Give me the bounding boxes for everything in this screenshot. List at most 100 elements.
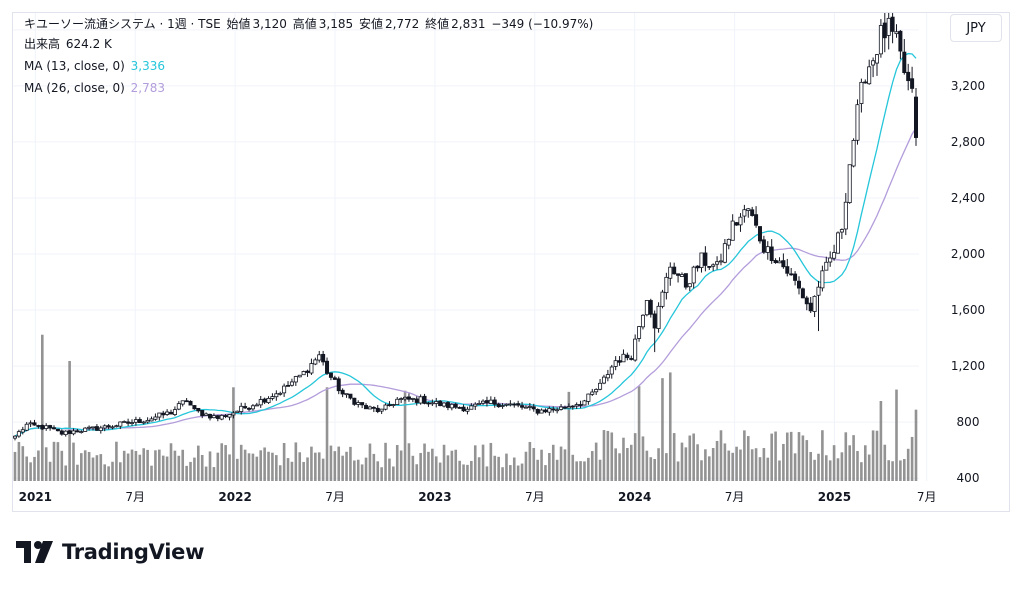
- volume-bar: [633, 433, 637, 481]
- price-tick-label: 2,000: [951, 247, 985, 261]
- volume-bar: [317, 452, 321, 481]
- candle: [781, 253, 786, 269]
- volume-bar: [563, 449, 567, 481]
- candle: [149, 416, 154, 422]
- ma13-line: [14, 52, 917, 437]
- candle: [769, 239, 774, 264]
- volume-bar: [906, 448, 910, 481]
- volume-bar: [200, 454, 204, 481]
- legend-ohlc: キユーソー流通システム · 1週 · TSE 始値 3,120 高値 3,185 安…: [24, 16, 595, 32]
- candle: [442, 402, 447, 408]
- candle: [648, 298, 653, 318]
- candle: [461, 404, 466, 412]
- candle: [274, 390, 279, 401]
- candle: [371, 406, 376, 413]
- volume-bar: [505, 453, 508, 481]
- candle: [258, 395, 263, 408]
- volume-bar: [368, 443, 372, 481]
- candle: [422, 393, 427, 405]
- candle: [777, 257, 782, 264]
- candle: [387, 401, 392, 407]
- volume-bar: [146, 449, 149, 481]
- candle: [683, 273, 688, 290]
- volume-bar: [782, 443, 785, 481]
- volume-bar: [657, 448, 660, 481]
- volume-bar: [103, 464, 107, 481]
- candle: [243, 402, 248, 410]
- candle: [55, 428, 60, 432]
- candle: [668, 262, 673, 286]
- volume-bar: [185, 465, 188, 481]
- candle: [504, 403, 509, 407]
- volume-bar: [668, 372, 672, 481]
- volume-bar: [134, 450, 138, 481]
- candle: [824, 256, 829, 271]
- volume-bar: [52, 441, 56, 481]
- candle: [286, 381, 291, 387]
- candle: [633, 334, 638, 362]
- candle: [757, 226, 762, 244]
- candle: [687, 283, 692, 292]
- candle: [449, 403, 454, 411]
- candle: [20, 426, 25, 435]
- candle: [465, 406, 470, 415]
- candle: [200, 409, 205, 419]
- volume-bar: [251, 453, 255, 481]
- candle: [332, 375, 337, 380]
- legend-ma26[interactable]: MA (26, close, 0) 2,783: [24, 80, 167, 96]
- candle: [211, 413, 216, 419]
- candle: [75, 428, 80, 433]
- price-tick-label: 800: [957, 415, 980, 429]
- volume-bar: [263, 447, 266, 481]
- volume-bar: [770, 433, 773, 481]
- candle: [652, 310, 657, 353]
- volume-bar: [454, 449, 458, 481]
- volume-bar: [458, 460, 461, 481]
- volume-bar: [555, 459, 559, 481]
- candle: [867, 59, 872, 85]
- volume-bar: [442, 444, 446, 481]
- candle: [754, 206, 759, 228]
- time-tick-label: 2022: [218, 490, 251, 504]
- volume-bar: [44, 447, 48, 481]
- volume-bar: [462, 464, 465, 481]
- volume-bar: [680, 442, 684, 481]
- legend-ma13[interactable]: MA (13, close, 0) 3,336: [24, 58, 167, 74]
- price-tick-label: 1,600: [951, 303, 985, 317]
- volume-bar: [532, 448, 536, 481]
- volume-bar: [21, 446, 25, 481]
- volume-bar: [520, 463, 524, 481]
- candle: [106, 424, 111, 430]
- candle: [722, 239, 727, 264]
- volume-bar: [294, 442, 298, 481]
- volume-bar: [197, 445, 200, 481]
- candle: [71, 428, 76, 436]
- price-chart[interactable]: 4008001,2001,6002,0002,4002,8003,2003,60…: [13, 13, 1009, 511]
- candle: [882, 13, 887, 53]
- candle: [247, 407, 252, 412]
- volume-bar: [711, 448, 715, 481]
- volume-bar: [579, 461, 582, 481]
- volume-bar: [688, 435, 692, 481]
- candle: [796, 276, 801, 295]
- candle: [208, 413, 213, 421]
- time-tick-label: 2024: [618, 490, 651, 504]
- candle: [851, 138, 856, 168]
- volume-bar: [403, 390, 407, 481]
- volume-bar: [255, 456, 259, 481]
- candle: [847, 164, 852, 204]
- time-tick-label: 2023: [418, 490, 451, 504]
- volume-bar: [399, 450, 403, 481]
- candle: [570, 405, 575, 410]
- candle: [629, 355, 634, 361]
- brand-name: TradingView: [62, 540, 205, 564]
- candle: [87, 425, 92, 431]
- tradingview-logo[interactable]: TradingView: [16, 538, 204, 566]
- candle: [356, 400, 361, 408]
- candle: [118, 421, 123, 430]
- volume-bar: [887, 460, 890, 481]
- ma26-label: MA (26, close, 0): [24, 81, 125, 95]
- volume-bar: [204, 466, 208, 481]
- volume-bar: [298, 452, 302, 481]
- currency-button[interactable]: JPY: [950, 14, 1002, 42]
